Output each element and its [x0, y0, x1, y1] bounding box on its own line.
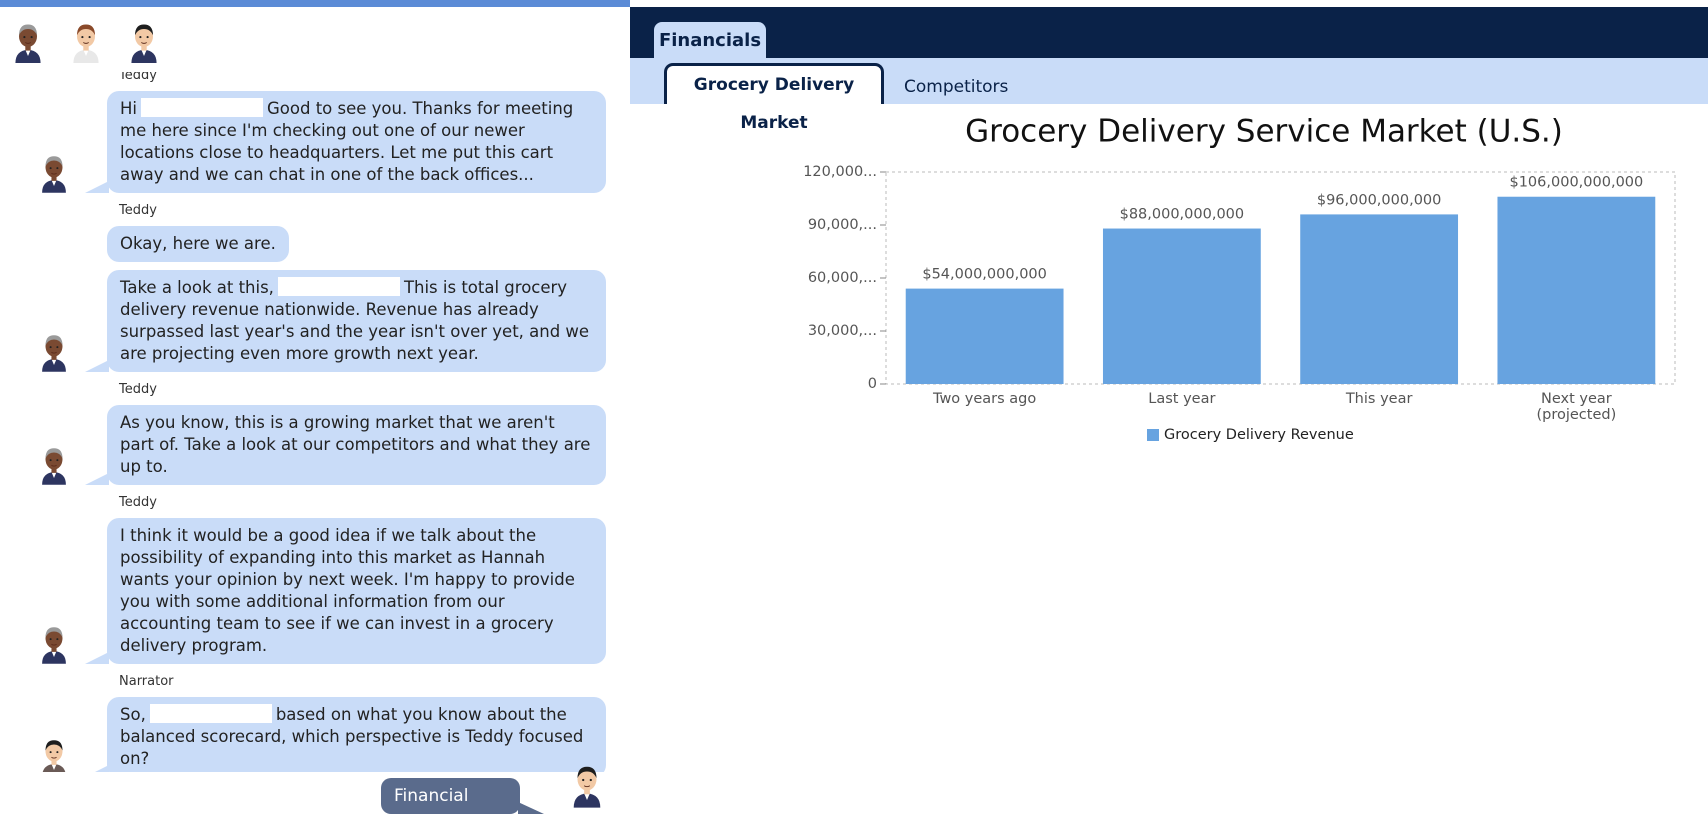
- value-label: $96,000,000,000: [1317, 192, 1442, 208]
- avatar: [15, 24, 41, 64]
- message-bubble: Hi Good to see you. Thanks for meeting me…: [85, 91, 606, 193]
- message-text: Take a look at this,: [120, 278, 274, 297]
- message-row: I think it would be a good idea if we ta…: [0, 518, 630, 664]
- message-text: Okay, here we are.: [120, 234, 276, 253]
- message-text: So,: [120, 705, 146, 724]
- message-bubble: So, based on what you know about the bala…: [85, 697, 606, 772]
- bar: [905, 288, 1064, 384]
- message-text: As you know, this is a growing market th…: [120, 413, 591, 476]
- message-text: based on what you know about the balance…: [120, 705, 584, 768]
- subtab[interactable]: Competitors: [904, 77, 1009, 97]
- x-tick-label: Next year (projected): [1536, 391, 1617, 423]
- avatar: [41, 627, 66, 664]
- chart: Grocery Delivery Service Market (U.S.) 0…: [803, 114, 1676, 443]
- message-text: This is total grocery delivery revenue n…: [120, 278, 590, 363]
- speaker-name: Narrator: [119, 674, 174, 689]
- header-bar: [630, 7, 1708, 58]
- message-bubble: As you know, this is a growing market th…: [85, 405, 606, 485]
- y-tick-label: 90,000,...: [808, 217, 877, 233]
- y-tick-label: 30,000,...: [808, 323, 877, 339]
- avatar-slot: [0, 331, 107, 372]
- avatar-slot: [0, 444, 107, 485]
- chart-title: Grocery Delivery Service Market (U.S.): [965, 114, 1563, 150]
- speaker-name: Teddy: [119, 382, 157, 397]
- message-text: Good to see you. Thanks for meeting me h…: [120, 99, 574, 184]
- tab[interactable]: Financials: [654, 22, 766, 58]
- participant: [126, 20, 162, 67]
- avatar: [41, 448, 66, 485]
- value-label: $106,000,000,000: [1509, 175, 1643, 191]
- subtab-active[interactable]: Grocery Delivery Market: [664, 63, 884, 133]
- avatar: [41, 156, 66, 193]
- message-bubble: Okay, here we are.: [107, 226, 289, 262]
- value-label: $88,000,000,000: [1120, 207, 1245, 223]
- message-text: Hi: [120, 99, 137, 118]
- avatar: [131, 24, 157, 64]
- chat-log: Teddy Hi Good to see you. Thanks for meet…: [0, 72, 630, 772]
- top-bar: [0, 0, 630, 7]
- participants: [10, 20, 162, 67]
- speaker-name: Teddy: [119, 72, 157, 83]
- x-tick-label: Two years ago: [932, 391, 1037, 407]
- y-tick-label: 0: [868, 376, 877, 392]
- avatar-slot: [0, 152, 107, 193]
- chat-panel: Teddy Hi Good to see you. Thanks for meet…: [0, 0, 630, 832]
- avatar: [42, 740, 65, 772]
- reply-bubble[interactable]: Financial: [381, 778, 544, 814]
- message-row: Hi Good to see you. Thanks for meeting me…: [0, 91, 630, 193]
- participant: [68, 20, 104, 67]
- bar: [1300, 214, 1459, 384]
- legend-swatch: [1147, 429, 1159, 441]
- participant: [10, 20, 46, 67]
- y-tick-label: 120,000...: [803, 164, 877, 180]
- avatar: [73, 24, 99, 64]
- redacted-name: [277, 277, 400, 296]
- message-row: Okay, here we are.: [0, 226, 630, 262]
- x-tick-label: This year: [1345, 391, 1413, 407]
- message-row: So, based on what you know about the bala…: [0, 697, 630, 772]
- avatar-slot: [0, 623, 107, 664]
- message-bubble: Take a look at this, This is total grocer…: [85, 270, 606, 372]
- y-tick-label: 60,000,...: [808, 270, 877, 286]
- avatar: [573, 766, 601, 808]
- redacted-name: [141, 98, 263, 117]
- value-label: $54,000,000,000: [922, 267, 1047, 283]
- content-panel: Financials Grocery Delivery Market Compe…: [630, 0, 1708, 832]
- message-bubble: I think it would be a good idea if we ta…: [85, 518, 606, 664]
- bar: [1102, 228, 1261, 384]
- avatar-slot: [0, 736, 107, 772]
- avatar: [41, 335, 66, 372]
- redacted-name: [149, 704, 272, 723]
- player-avatar: [568, 762, 606, 812]
- message-row: As you know, this is a growing market th…: [0, 405, 630, 485]
- bar: [1497, 196, 1656, 384]
- x-tick-label: Last year: [1148, 391, 1216, 407]
- message-row: Take a look at this, This is total grocer…: [0, 270, 630, 372]
- legend-label: Grocery Delivery Revenue: [1164, 427, 1354, 443]
- speaker-name: Teddy: [119, 203, 157, 218]
- message-text: I think it would be a good idea if we ta…: [120, 526, 575, 655]
- speaker-name: Teddy: [119, 495, 157, 510]
- chat-messages: Teddy Hi Good to see you. Thanks for meet…: [0, 72, 630, 772]
